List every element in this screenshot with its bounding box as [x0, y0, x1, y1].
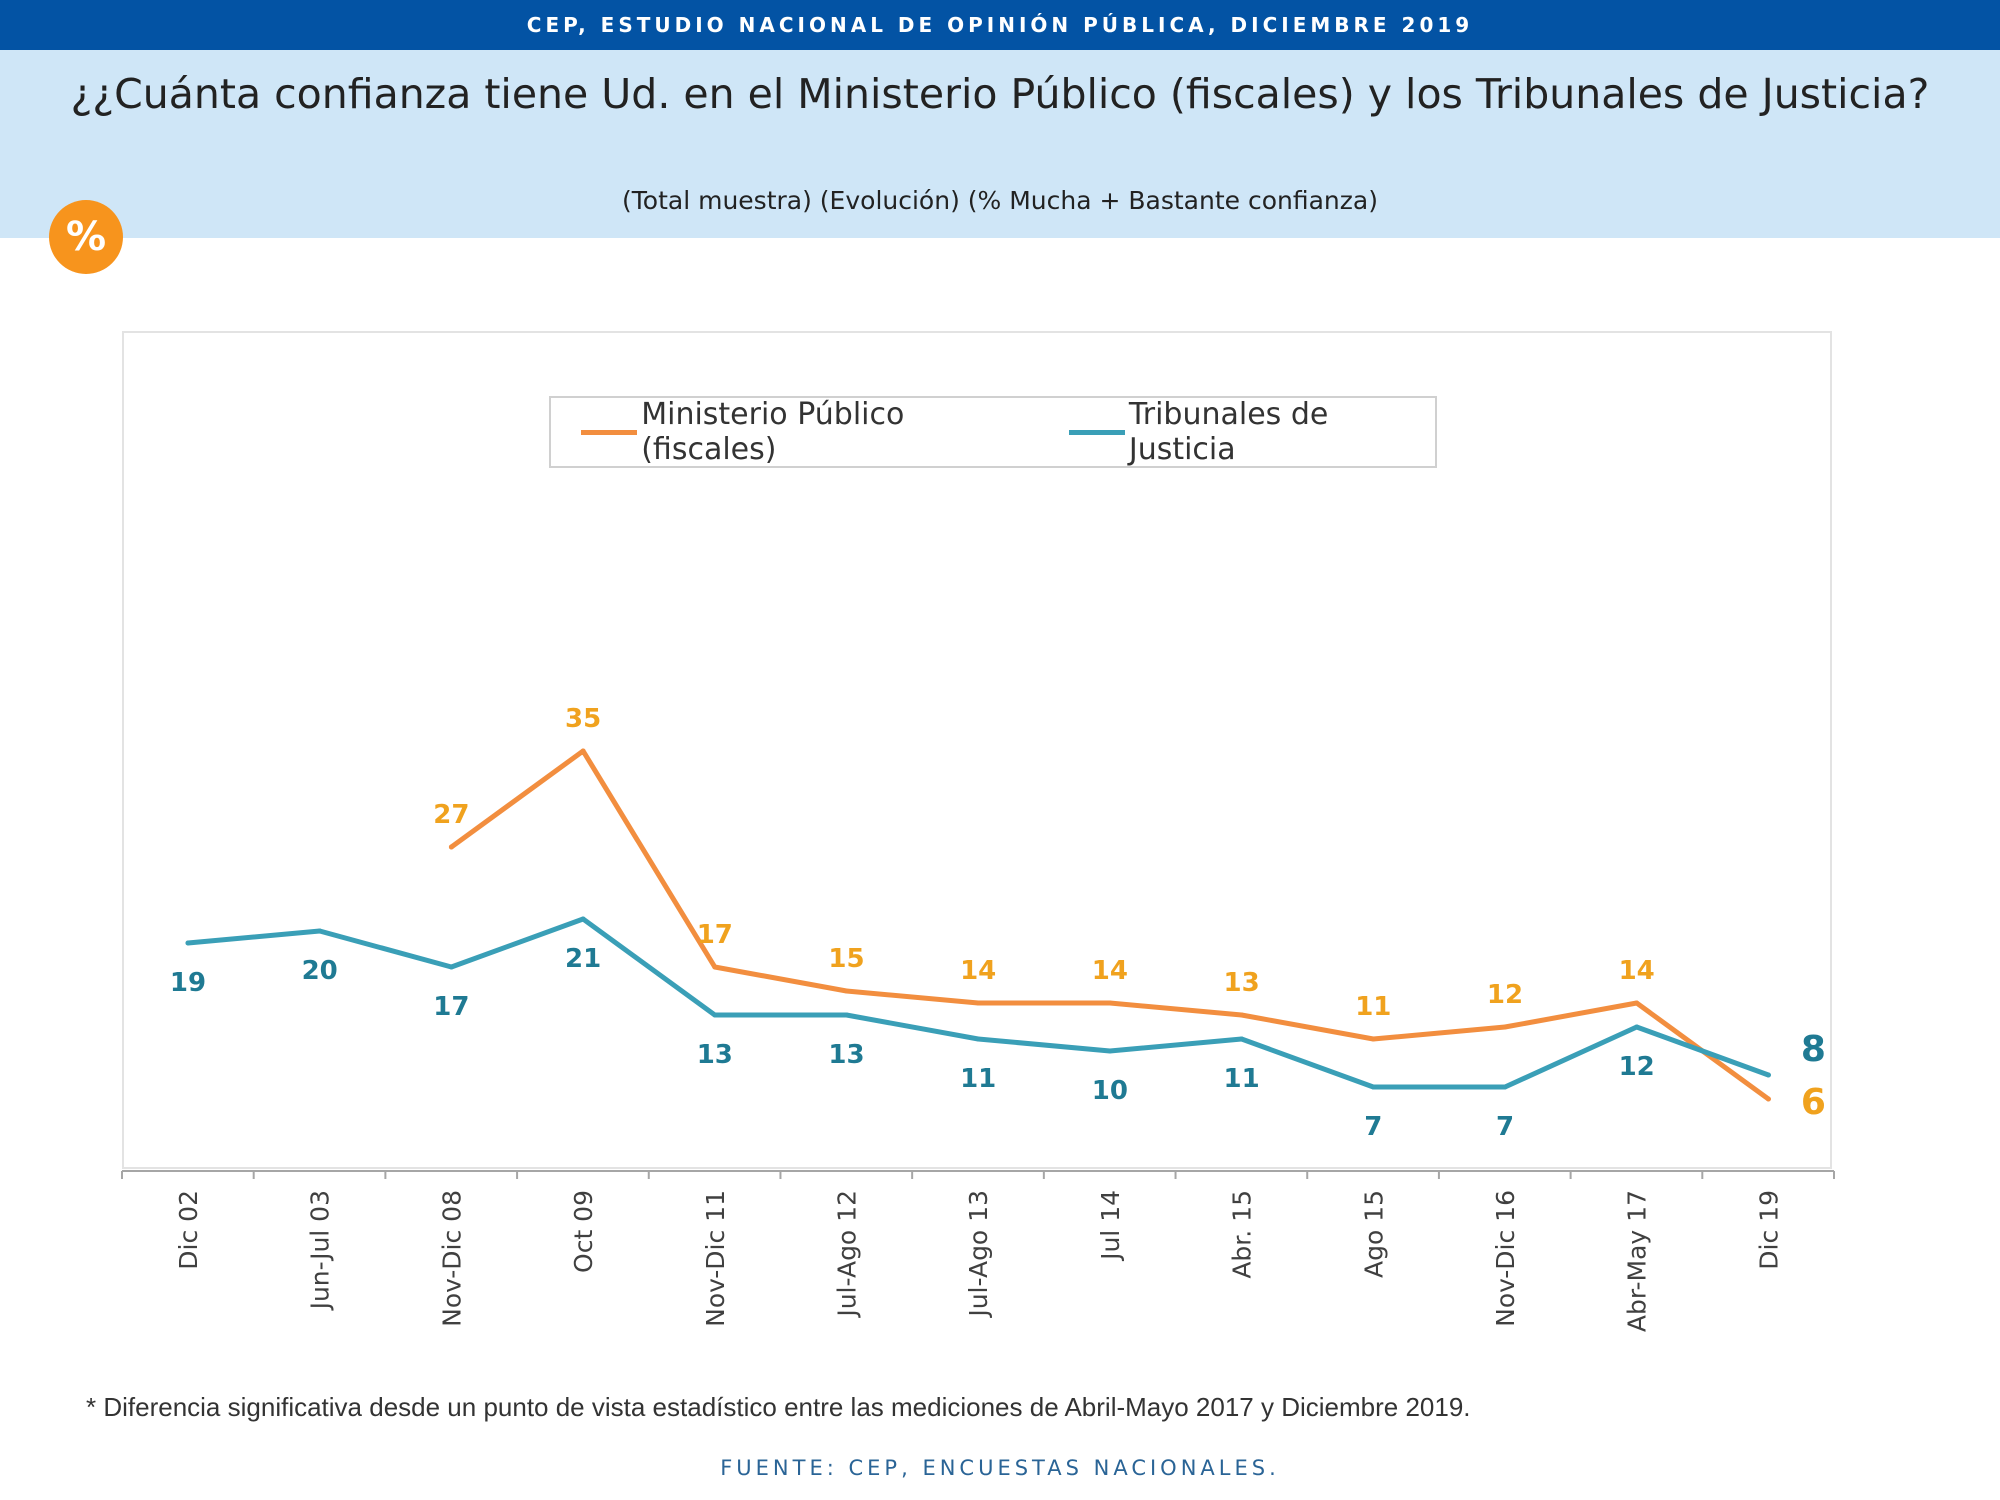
data-point-ministerio — [1502, 1024, 1508, 1030]
data-point-tribunales — [1502, 1084, 1508, 1090]
data-point-tribunales — [712, 1012, 718, 1018]
source-note: FUENTE: CEP, ENCUESTAS NACIONALES. — [720, 1456, 1280, 1480]
x-tick-label: Jul 14 — [1096, 1190, 1125, 1262]
data-point-ministerio — [1107, 1000, 1113, 1006]
legend-entry-tribunales: Tribunales de Justicia — [1068, 397, 1435, 467]
data-label-tribunales: 17 — [433, 992, 469, 1022]
data-point-tribunales — [580, 916, 586, 922]
data-label-ministerio: 27 — [433, 800, 469, 830]
chart-frame — [122, 331, 1832, 1169]
legend-entry-ministerio: Ministerio Público (fiscales) — [581, 397, 1037, 467]
x-tick-label: Ago 15 — [1359, 1190, 1388, 1278]
data-label-ministerio: 14 — [1092, 956, 1128, 986]
data-point-tribunales — [185, 940, 191, 946]
data-label-ministerio: 13 — [1224, 968, 1260, 998]
legend-swatch-tribunales — [1068, 429, 1125, 435]
data-label-tribunales: 8 — [1801, 1029, 1826, 1070]
legend-label-ministerio: Ministerio Público (fiscales) — [641, 397, 905, 467]
data-point-ministerio — [1370, 1036, 1376, 1042]
data-point-tribunales — [317, 928, 323, 934]
chart-subtitle: (Total muestra) (Evolución) (% Mucha + B… — [622, 186, 1378, 215]
data-label-tribunales: 7 — [1364, 1112, 1382, 1142]
data-point-tribunales — [448, 964, 454, 970]
data-point-ministerio — [975, 1000, 981, 1006]
data-point-tribunales — [844, 1012, 849, 1018]
data-point-tribunales — [1634, 1024, 1640, 1030]
percent-badge-icon: % — [49, 200, 123, 274]
chart-title: ¿¿Cuánta confianza tiene Ud. en el Minis… — [70, 70, 1930, 118]
series-line-ministerio — [448, 748, 1771, 1102]
data-label-ministerio: 6 — [1801, 1082, 1826, 1123]
data-label-ministerio: 14 — [1619, 956, 1655, 986]
data-label-ministerio: 14 — [960, 956, 996, 986]
x-tick-label: Abr-May 17 — [1623, 1190, 1652, 1332]
data-label-tribunales: 12 — [1619, 1052, 1655, 1082]
data-point-tribunales — [975, 1036, 981, 1042]
data-point-ministerio — [448, 844, 454, 850]
data-point-tribunales — [1107, 1048, 1113, 1054]
data-point-ministerio — [1239, 1012, 1245, 1018]
data-label-tribunales: 20 — [302, 956, 338, 986]
data-label-tribunales: 13 — [697, 1040, 733, 1070]
x-tick-label: Dic 02 — [174, 1190, 203, 1270]
legend-swatch-ministerio — [581, 429, 638, 435]
data-label-ministerio: 35 — [565, 704, 601, 734]
x-tick-label: Nov-Dic 08 — [437, 1190, 466, 1327]
data-label-tribunales: 10 — [1092, 1076, 1128, 1106]
data-label-tribunales: 19 — [170, 968, 206, 998]
data-label-tribunales: 11 — [1224, 1064, 1260, 1094]
data-label-tribunales: 7 — [1496, 1112, 1514, 1142]
x-tick-label: Dic 19 — [1754, 1190, 1783, 1270]
survey-banner: CEP, ESTUDIO NACIONAL DE OPINIÓN PÚBLICA… — [0, 0, 2000, 50]
data-point-ministerio — [712, 964, 718, 970]
data-point-ministerio — [1765, 1096, 1771, 1102]
data-point-tribunales — [1239, 1036, 1245, 1042]
data-label-ministerio: 15 — [828, 944, 864, 974]
data-label-tribunales: 13 — [828, 1040, 864, 1070]
legend-label-tribunales: Tribunales de Justicia — [1128, 397, 1329, 467]
x-tick-label: Oct 09 — [569, 1190, 598, 1273]
x-tick-label: Jul-Ago 13 — [964, 1190, 993, 1319]
chart-legend: Ministerio Público (fiscales) Tribunales… — [549, 396, 1437, 468]
header-band — [0, 50, 2000, 238]
data-point-tribunales — [1765, 1072, 1771, 1078]
x-tick-label: Jul-Ago 12 — [833, 1190, 862, 1319]
data-label-ministerio: 11 — [1355, 992, 1391, 1022]
footnote: * Diferencia significativa desde un punt… — [86, 1392, 1471, 1422]
data-point-ministerio — [1634, 1000, 1640, 1006]
data-label-ministerio: 12 — [1487, 980, 1523, 1010]
data-point-tribunales — [1370, 1084, 1376, 1090]
data-label-tribunales: 11 — [960, 1064, 996, 1094]
x-tick-label: Nov-Dic 11 — [701, 1190, 730, 1327]
data-point-ministerio — [844, 988, 849, 994]
x-tick-label: Jun-Jul 03 — [306, 1190, 335, 1311]
x-tick-label: Nov-Dic 16 — [1491, 1190, 1520, 1327]
data-label-ministerio: 17 — [697, 920, 733, 950]
data-point-ministerio — [580, 748, 586, 754]
x-tick-label: Abr. 15 — [1228, 1190, 1257, 1279]
data-label-tribunales: 21 — [565, 944, 601, 974]
